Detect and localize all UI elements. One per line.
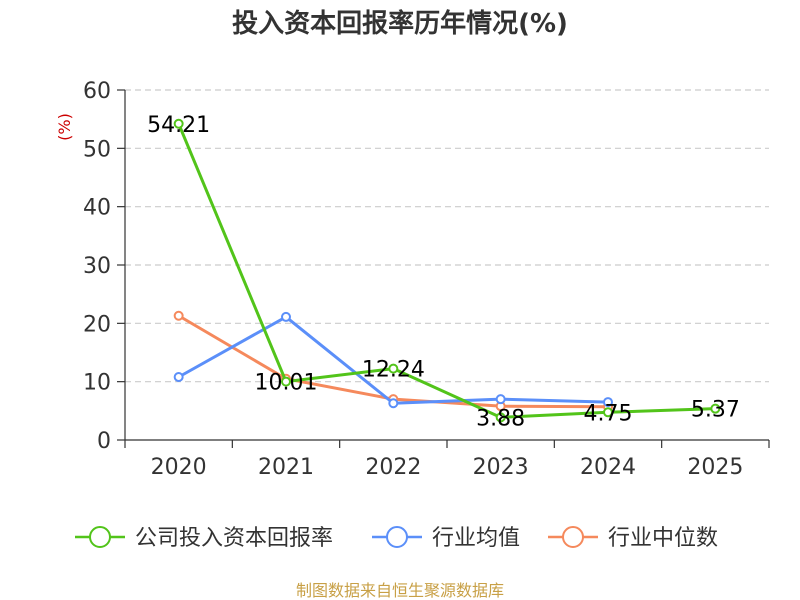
legend-item-1[interactable]: 行业均值 bbox=[372, 526, 520, 551]
data-point-1 bbox=[173, 372, 184, 382]
data-label: 10.01 bbox=[255, 371, 318, 396]
x-tick-label: 2023 bbox=[473, 455, 529, 480]
legend-label: 行业均值 bbox=[432, 526, 520, 551]
y-tick-label: 20 bbox=[83, 312, 111, 337]
data-label: 54.21 bbox=[147, 113, 210, 138]
legend-label: 行业中位数 bbox=[608, 526, 718, 551]
data-point-0 bbox=[495, 412, 506, 423]
data-point-2 bbox=[173, 310, 184, 321]
legend-label: 公司投入资本回报率 bbox=[135, 526, 333, 551]
data-point-0 bbox=[388, 363, 399, 374]
legend-swatch-marker bbox=[386, 526, 408, 548]
x-tick-label: 2021 bbox=[258, 455, 314, 480]
data-point-0 bbox=[710, 403, 721, 414]
y-tick-label: 30 bbox=[83, 254, 111, 279]
legend[interactable]: 公司投入资本回报率 行业均值 行业中位数 bbox=[75, 526, 718, 551]
gridlines bbox=[125, 89, 769, 383]
data-point-0 bbox=[281, 376, 291, 387]
legend-item-2[interactable]: 行业中位数 bbox=[548, 526, 718, 551]
data-label: 4.75 bbox=[584, 401, 633, 426]
y-tick-label: 60 bbox=[83, 79, 111, 104]
legend-item-0[interactable]: 公司投入资本回报率 bbox=[75, 526, 333, 551]
data-point-1 bbox=[495, 394, 506, 405]
y-tick-label: 50 bbox=[83, 137, 111, 162]
data-point-1 bbox=[388, 398, 399, 409]
series-group bbox=[173, 118, 721, 423]
data-label: 3.88 bbox=[476, 406, 525, 431]
source-note: 制图数据来自恒生聚源数据库 bbox=[296, 581, 504, 600]
data-labels: 54.21 10.01 12.24 3.88 4.75 5.37 bbox=[147, 113, 740, 432]
legend-swatch-marker bbox=[89, 526, 111, 548]
y-tick-label: 0 bbox=[97, 429, 111, 454]
x-tick-label: 2024 bbox=[580, 455, 636, 480]
data-point-0 bbox=[603, 407, 613, 418]
data-label: 12.24 bbox=[362, 358, 425, 383]
data-point-1 bbox=[281, 311, 291, 322]
y-tick-label: 10 bbox=[83, 371, 111, 396]
chart-title: 投入资本回报率历年情况(%) bbox=[232, 8, 568, 39]
x-tick-label: 2025 bbox=[687, 455, 743, 480]
y-tick-label: 40 bbox=[83, 196, 111, 221]
data-point-1 bbox=[603, 397, 613, 408]
legend-swatch-marker bbox=[562, 526, 584, 548]
series-line-0 bbox=[177, 123, 716, 419]
data-label: 5.37 bbox=[691, 398, 740, 423]
data-point-0 bbox=[173, 118, 184, 129]
axes: 0 10 20 30 40 50 60 2020 2021 2022 2023 2024 2025 bbox=[83, 79, 770, 480]
x-tick-label: 2022 bbox=[365, 455, 421, 480]
y-axis-unit-label: (%) bbox=[55, 113, 74, 141]
x-tick-label: 2020 bbox=[151, 455, 207, 480]
